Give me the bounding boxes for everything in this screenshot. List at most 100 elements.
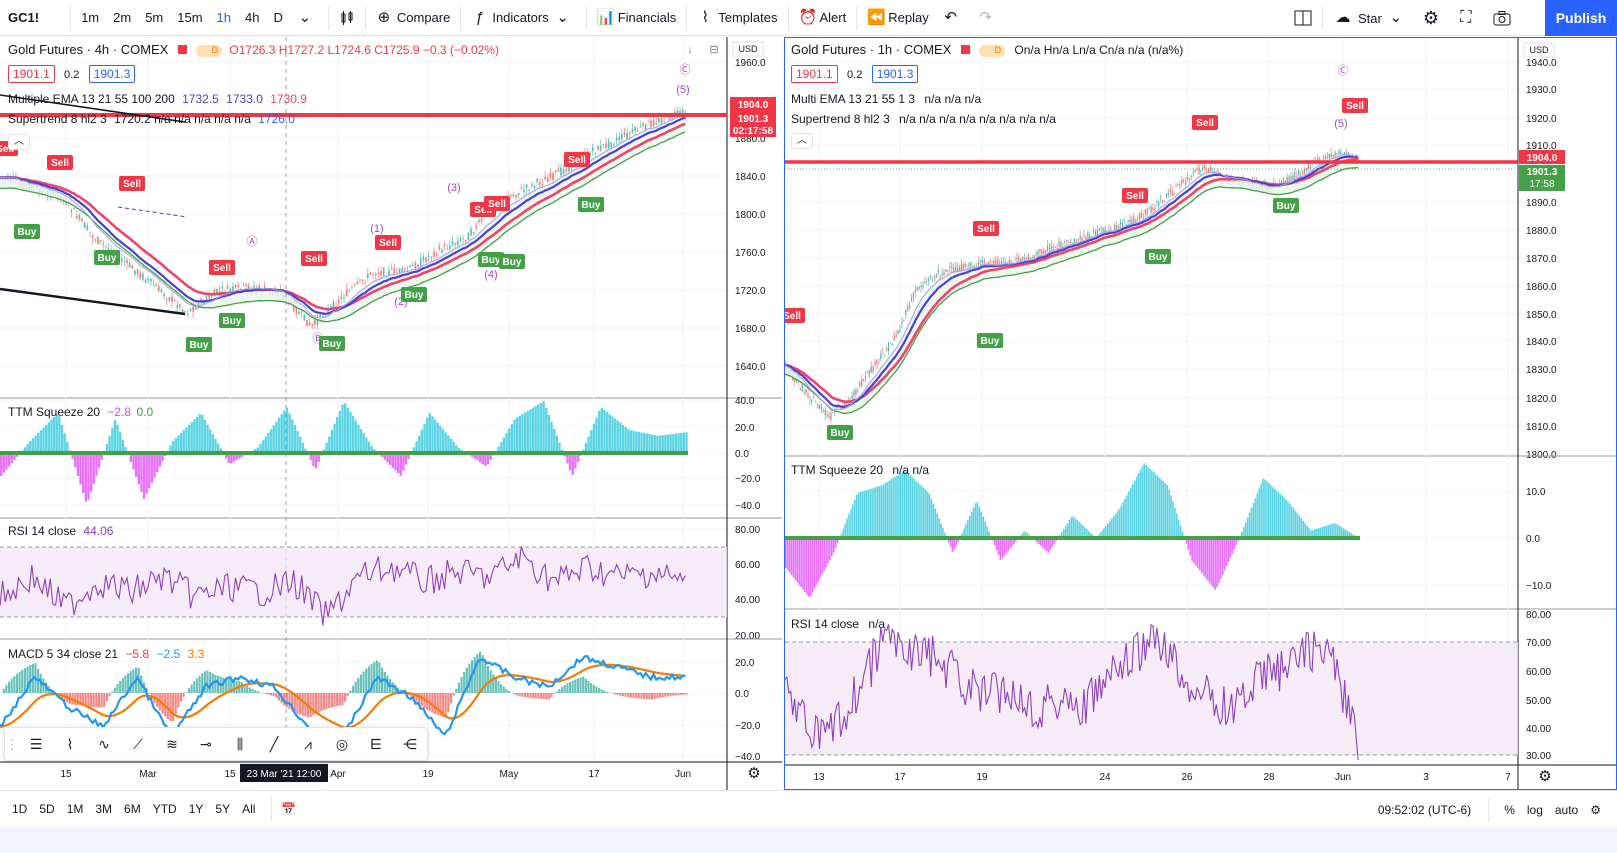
macd-signal-line [0,663,686,729]
range-5d[interactable]: 5D [39,802,55,816]
tool-fib[interactable]: ≋ [155,728,189,760]
left-bid-pill[interactable]: 1901.1 [8,65,55,83]
alert-button[interactable]: ⏰ Alert [792,0,854,36]
gear-icon: ⚙ [1538,768,1551,785]
right-chart-panel[interactable]: 1940.0 1930.0 1920.0 1910.0 1890.0 1880.0 1870… [784,37,1617,790]
clock-time[interactable]: 09:52:02 (UTC-6) [1377,802,1472,817]
financials-button[interactable]: 📊 Financials [590,0,684,36]
right-collapse-legend-button[interactable]: ︿ [791,133,813,149]
replay-button[interactable]: ⏪ Replay [860,0,935,36]
chart-type-button[interactable] [332,0,362,36]
right-bid-pill[interactable]: 1901.1 [791,65,838,83]
tool-wave-12345[interactable]: ⌇ [53,728,87,760]
tool-channel[interactable]: ⋿ [359,728,393,760]
sell-signal-label: Sell [1122,188,1148,203]
left-supertrend-legend[interactable]: Supertrend 8 hl2 3 1720.2 n/a n/a n/a n/… [8,112,295,126]
right-supertrend-legend[interactable]: Supertrend 8 hl2 3 n/a n/a n/a n/a n/a n… [791,112,1056,126]
left-ttm-legend[interactable]: TTM Squeeze 20 −2.8 0.0 [8,405,153,419]
interval-5m[interactable]: 5m [145,10,164,25]
right-ema-values: n/a n/a n/a [924,92,982,106]
left-ema-legend[interactable]: Multiple EMA 13 21 55 100 200 1732.5 173… [8,92,307,106]
left-ask-pill[interactable]: 1901.3 [88,65,136,83]
compare-button[interactable]: ⊕ Compare [369,0,457,36]
layout-split-icon [1294,10,1312,26]
right-ttm-legend[interactable]: TTM Squeeze 20 n/a n/a [791,463,929,477]
right-chart-title[interactable]: Gold Futures · 1h · COMEX [791,42,952,57]
redo-button[interactable]: ↷ [971,0,1006,36]
right-ema-legend[interactable]: Multi EMA 13 21 55 1 3 n/a n/a n/a [791,92,981,106]
drag-handle[interactable]: ⋮ [5,735,19,752]
interval-d[interactable]: D [273,10,283,25]
goto-date-button[interactable]: 📅 [275,802,302,816]
snapshot-button[interactable] [1486,0,1518,36]
layout-button[interactable] [1287,0,1319,36]
svg-text:Sell: Sell [379,238,397,249]
svg-text:Sell: Sell [977,224,995,235]
sell-signal-label: Sell [973,221,999,236]
tool-vertical-lines[interactable]: ⫼ [223,728,257,760]
range-6m[interactable]: 6M [124,802,141,816]
tool-line[interactable]: ╱ [257,728,291,760]
price-axis-tick: 1880.0 [1526,226,1557,237]
left-macd-legend[interactable]: MACD 5 34 close 21 −5.8 −2.5 3.3 [8,647,204,661]
interval-1m[interactable]: 1m [81,10,100,25]
settings-button[interactable]: ⚙ [1416,0,1451,36]
tool-horizontal-lines[interactable]: ☰ [19,728,53,760]
templates-button[interactable]: ⌇ Templates [690,0,784,36]
time-axis-tick: 26 [1181,772,1193,783]
left-chart-title[interactable]: Gold Futures · 4h · COMEX [8,42,169,57]
dashed-line [117,206,188,218]
indicators-button[interactable]: ƒ Indicators ⌄ [464,0,582,36]
fullscreen-button[interactable]: ⛶ [1451,0,1486,36]
interval-1h[interactable]: 1h [216,10,232,25]
percent-toggle[interactable]: % [1504,802,1515,817]
tool-horizontal-ray[interactable]: ⊸ [189,728,223,760]
left-chart-panel[interactable]: 1960.0 1880.0 1840.0 1800.0 1760.0 1720.0 1680… [0,37,782,790]
range-1d[interactable]: 1D [12,802,28,816]
price-axis-tick: 1850.0 [1526,310,1557,321]
price-axis-tick: 80.00 [735,525,760,536]
tool-trend-line[interactable]: ⟋ [121,728,155,760]
interval-dropdown[interactable]: ⌄ [290,0,325,36]
buy-signal-label: Buy [219,313,245,328]
publish-button[interactable]: Publish [1545,0,1617,36]
left-chart-canvas[interactable]: 1960.01880.01840.01800.01760.01720.01680… [0,37,782,790]
symbol-search[interactable]: GC1! [8,10,40,25]
time-axis-tick: 17 [588,769,600,780]
right-ask-pill[interactable]: 1901.3 [871,65,919,83]
range-3m[interactable]: 3M [95,802,113,816]
left-collapse-legend-button[interactable]: ︿ [8,134,30,150]
financials-label: Financials [617,10,677,25]
left-rsi-label: RSI 14 close [8,524,77,538]
interval-4h[interactable]: 4h [245,10,260,25]
tool-fib-circle[interactable]: ◎ [325,728,359,760]
tool-wave-abc[interactable]: ∿ [87,728,121,760]
interval-15m[interactable]: 15m [177,10,203,25]
right-chart-canvas[interactable]: 1940.01930.01920.01910.01890.01880.01870… [785,38,1616,789]
auto-toggle[interactable]: auto [1554,802,1579,817]
elliott-wave-label: Ⓒ [680,63,691,76]
elliott-wave-label: (3) [447,182,460,194]
price-axis-tick: −40.0 [735,752,761,763]
log-toggle[interactable]: log [1526,802,1543,817]
tool-pattern[interactable]: ⩘ [291,728,325,760]
range-all[interactable]: All [242,802,256,816]
buy-signal-label: Buy [186,337,212,352]
svg-text:Buy: Buy [1277,201,1296,212]
undo-button[interactable]: ↶ [936,0,971,36]
range-1y[interactable]: 1Y [188,802,204,816]
svg-text:Sell: Sell [1196,118,1214,129]
star-button[interactable]: ☁ Star ⌄ [1326,0,1416,36]
price-tag-key-level: 1904.0 [1527,153,1558,164]
left-rsi-legend[interactable]: RSI 14 close 44.06 [8,524,113,538]
gear-icon: ⚙ [747,765,760,782]
right-rsi-legend[interactable]: RSI 14 close n/a [791,617,885,631]
interval-2m[interactable]: 2m [113,10,132,25]
range-1m[interactable]: 1M [66,802,84,816]
scale-settings-button[interactable]: ⚙ [1584,803,1607,817]
range-ytd[interactable]: YTD [152,802,177,816]
tool-pitchfork[interactable]: ⋲ [393,728,427,760]
svg-text:Buy: Buy [981,336,1000,347]
bottom-bar: 1D 5D 1M 3M 6M YTD 1Y 5Y All 📅 09:52:02 … [0,790,1617,827]
range-5y[interactable]: 5Y [215,802,231,816]
